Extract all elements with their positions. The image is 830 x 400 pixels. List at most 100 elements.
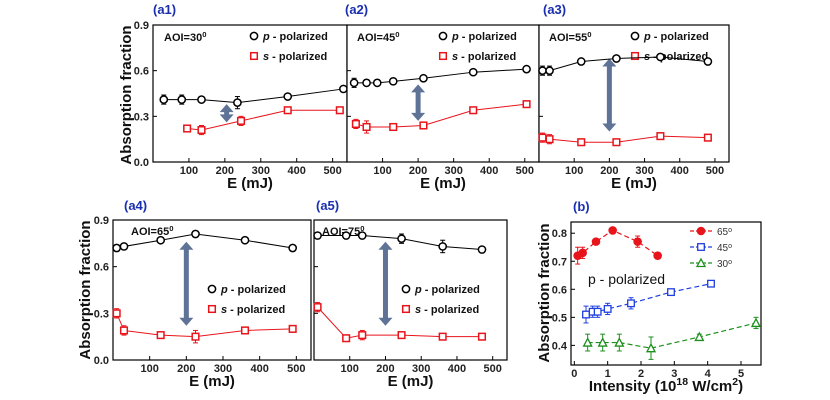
difference-arrow-head-bottom	[219, 114, 234, 123]
data-point-s	[191, 332, 200, 341]
data-point-s	[283, 106, 292, 115]
data-point-s	[313, 303, 322, 312]
y-tick-label: 0.9	[134, 20, 149, 32]
data-point-p	[703, 57, 713, 66]
legend-marker	[697, 243, 705, 251]
aoi-label: AOI=550	[549, 30, 592, 45]
x-axis-label: Intensity (1018 W/cm2)	[589, 376, 743, 395]
x-tick-label: 200	[216, 165, 234, 177]
aoi-label: AOI=300	[164, 30, 207, 45]
data-point-p	[177, 95, 187, 104]
data-point-p	[372, 78, 382, 88]
x-tick-label: 200	[600, 165, 618, 177]
data-point-p	[233, 98, 242, 107]
data-point-p	[545, 66, 554, 76]
polarization-note: p - polarized	[588, 271, 665, 287]
data-point-s	[342, 334, 351, 343]
data-point-s	[538, 133, 547, 142]
x-tick-label: 200	[376, 363, 394, 375]
x-axis-label: E (mJ)	[420, 175, 466, 192]
data-point-65	[633, 237, 642, 246]
panel-label: (a4)	[124, 198, 147, 213]
x-tick-label: 5	[738, 368, 744, 380]
data-point-30	[694, 331, 705, 342]
x-tick-label: 100	[180, 165, 198, 177]
data-point-p	[341, 231, 351, 240]
data-point-s	[183, 124, 192, 133]
data-point-s	[545, 135, 554, 144]
data-point-p	[362, 78, 371, 88]
data-point-p	[612, 54, 621, 63]
data-point-45	[627, 299, 635, 308]
data-point-65	[578, 248, 587, 258]
difference-arrow-head-top	[179, 241, 194, 250]
data-point-p	[283, 92, 293, 101]
legend-marker	[696, 226, 706, 236]
data-point-s	[240, 326, 250, 335]
panel-label: (a2)	[345, 2, 368, 17]
x-tick-label: 2	[638, 368, 644, 380]
data-point-p	[388, 76, 398, 86]
x-tick-label: 300	[444, 165, 462, 177]
difference-arrow-head-top	[602, 58, 617, 67]
panel-a2: 100 200 300 400 500 E (mJ) (a2) AOI=450 p - pola…	[345, 2, 540, 192]
panel-label: (a1)	[153, 2, 176, 17]
difference-arrow-head-top	[378, 241, 393, 250]
difference-arrow-head-bottom	[411, 112, 426, 121]
data-point-s	[119, 326, 129, 335]
x-tick-label: 500	[484, 363, 502, 375]
difference-arrow-head-bottom	[602, 123, 617, 132]
data-point-p	[538, 66, 547, 76]
x-tick-label: 400	[288, 165, 306, 177]
x-tick-label: 300	[214, 363, 232, 375]
legend-s-label: s - polarized	[221, 304, 285, 316]
data-point-p	[522, 64, 531, 74]
data-point-s	[156, 331, 165, 340]
data-point-s	[288, 324, 297, 333]
data-point-p	[156, 235, 166, 245]
y-tick-label: 0.6	[552, 284, 567, 296]
x-axis-label: E (mJ)	[189, 373, 235, 390]
x-tick-label: 1	[605, 368, 611, 380]
x-tick-label: 300	[635, 165, 653, 177]
data-point-s	[612, 138, 621, 147]
plot-frame	[538, 24, 730, 163]
legend-label-30: 30o	[717, 259, 732, 271]
data-point-65	[591, 237, 601, 246]
y-axis-label: Absorption fraction	[77, 220, 94, 359]
data-point-p	[438, 242, 448, 251]
data-point-30	[645, 342, 657, 353]
y-tick-label: 0.0	[94, 355, 109, 367]
x-tick-label: 200	[409, 165, 427, 177]
legend-s-label: s - polarized	[415, 304, 479, 316]
legend-p-marker	[207, 284, 217, 294]
data-point-s	[703, 133, 712, 142]
y-tick-label: 0.4	[552, 340, 568, 352]
data-point-p	[191, 229, 200, 239]
data-point-s	[397, 331, 406, 340]
x-tick-label: 500	[706, 165, 724, 177]
legend-p-marker	[630, 31, 640, 41]
data-point-p	[288, 243, 298, 253]
data-point-s	[477, 332, 487, 341]
y-tick-label: 0.3	[94, 308, 109, 320]
aoi-label: AOI=650	[131, 224, 174, 239]
x-tick-label: 400	[480, 165, 498, 177]
data-point-s	[335, 106, 344, 115]
data-point-p	[240, 235, 250, 245]
legend-p-label: p - polarized	[414, 284, 480, 296]
x-axis-label: E (mJ)	[611, 175, 657, 192]
x-tick-label: 300	[412, 363, 430, 375]
data-point-30	[597, 337, 608, 347]
legend-s-label: s - polarized	[263, 51, 327, 63]
data-point-s	[351, 119, 360, 128]
legend-label-45: 45o	[717, 243, 732, 255]
x-tick-label: 300	[252, 165, 270, 177]
legend-p-label: p - polarized	[643, 31, 709, 43]
difference-arrow-head-bottom	[378, 317, 393, 326]
x-axis-label: E (mJ)	[388, 373, 434, 390]
data-point-p	[313, 231, 322, 240]
legend-s-marker	[630, 51, 640, 61]
y-tick-label: 0.9	[94, 215, 109, 227]
